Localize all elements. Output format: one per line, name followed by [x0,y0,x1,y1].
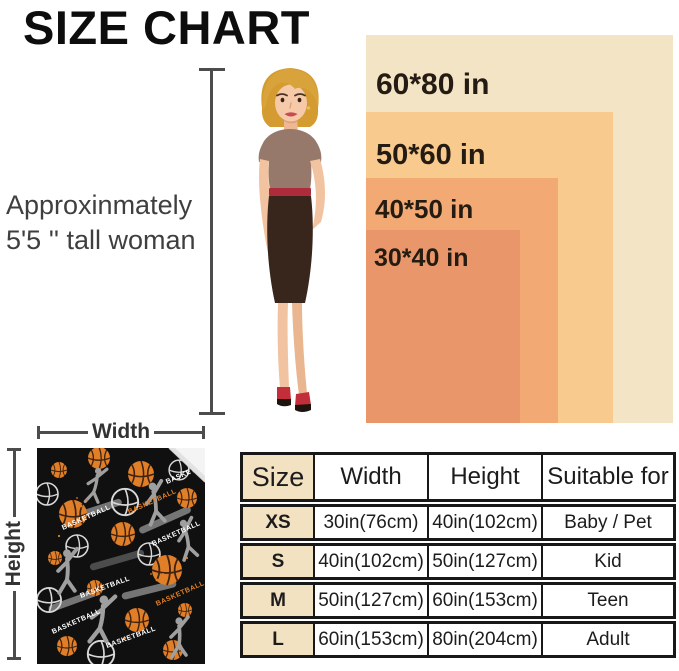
size-box-label: 40*50 in [375,194,474,224]
table-row: L 60in(153cm) 80in(204cm) Adult [240,621,676,658]
table-header-suitable-for: Suitable for [541,455,673,499]
table-header-width: Width [313,455,427,499]
table-header-height: Height [427,455,541,499]
size-box-label: 50*60 in [376,139,486,171]
blanket-image: BASKETBALL BASKETBALL BASKETBALL BASKETB… [37,448,205,664]
blanket-width-label: Width [91,420,151,443]
cell-size: L [243,624,313,655]
blanket-height-label: Height [2,521,25,587]
cell-width: 60in(153cm) [313,624,427,655]
table-row: XS 30in(76cm) 40in(102cm) Baby / Pet [240,504,676,541]
cell-suitable-for: Baby / Pet [541,507,673,538]
width-measure-left-tick [37,425,40,439]
blanket-height-measure: Height [2,448,26,661]
cell-height: 40in(102cm) [427,507,541,538]
cell-height: 80in(204cm) [427,624,541,655]
measure-line-bottom-cap [199,412,225,415]
blanket-width-measure: Width [37,420,205,443]
height-measure-top-tick [7,448,21,451]
cell-size: XS [243,507,313,538]
size-box-label: 60*80 in [376,68,490,101]
woman-height-note-line2: 5'5 '' tall woman [6,225,196,255]
cell-height: 50in(127cm) [427,546,541,577]
table-header-size: Size [243,455,313,499]
woman-illustration [258,68,326,412]
size-box-label: 30*40 in [374,244,469,272]
cell-width: 40in(102cm) [313,546,427,577]
table-row: M 50in(127cm) 60in(153cm) Teen [240,582,676,619]
measure-line-vertical [210,69,213,414]
size-box-30x40: 30*40 in [366,230,520,423]
woman-figure [258,68,326,412]
cell-suitable-for: Teen [541,585,673,616]
blanket-folded-corner [168,448,205,483]
table-row: S 40in(102cm) 50in(127cm) Kid [240,543,676,580]
cell-width: 30in(76cm) [313,507,427,538]
height-measure-bottom-tick [7,657,21,661]
table-header-row: Size Width Height Suitable for [240,452,676,502]
cell-suitable-for: Kid [541,546,673,577]
woman-height-note-line1: Approxinmately [6,190,193,220]
cell-width: 50in(127cm) [313,585,427,616]
page-title: SIZE CHART [23,1,310,54]
cell-suitable-for: Adult [541,624,673,655]
woman-height-note: Approxinmately 5'5 '' tall woman [6,188,206,258]
width-measure-right-tick [202,425,205,439]
cell-size: M [243,585,313,616]
cell-size: S [243,546,313,577]
size-table: Size Width Height Suitable for XS 30in(7… [240,452,676,660]
cell-height: 60in(153cm) [427,585,541,616]
